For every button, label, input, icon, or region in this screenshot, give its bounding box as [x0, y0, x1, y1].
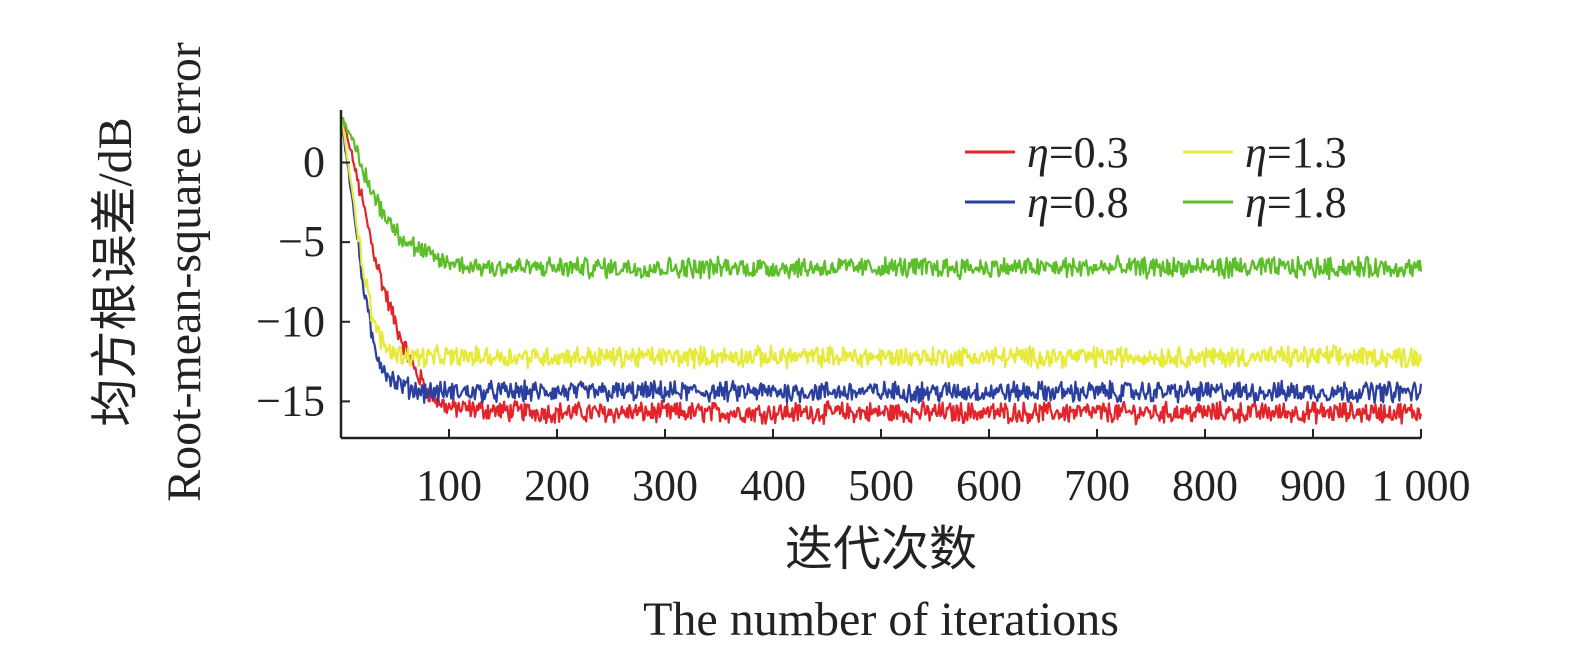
legend-label: η=0.3: [1027, 128, 1129, 177]
x-tick-label: 300: [632, 461, 698, 510]
x-tick-group: 100 200 300 400 500 600 700 800 900 1 000: [416, 429, 1471, 510]
y-tick-label: 0: [303, 138, 325, 187]
y-tick-group: 0 −5 −10 −15: [256, 138, 350, 425]
x-tick-label: 900: [1280, 461, 1346, 510]
legend-label: η=0.8: [1027, 178, 1129, 227]
x-tick-label: 100: [416, 461, 482, 510]
y-axis-title-cn: 均方根误差/dB: [89, 117, 142, 426]
x-axis-title: The number of iterations: [643, 593, 1119, 646]
x-tick-label: 500: [848, 461, 914, 510]
y-axis-title: Root-mean-square error: [158, 42, 211, 502]
series-line-1: [341, 124, 1423, 405]
series-line-2: [341, 118, 1423, 370]
y-tick-label: −15: [256, 376, 325, 425]
legend: η=0.3η=0.8 η=1.3η=1.8: [965, 128, 1347, 227]
legend-label: η=1.8: [1245, 178, 1347, 227]
x-tick-label: 200: [524, 461, 590, 510]
x-tick-label: 700: [1064, 461, 1130, 510]
series-layer: [341, 116, 1423, 426]
x-tick-label: 1 000: [1372, 461, 1471, 510]
legend-label: η=1.3: [1245, 128, 1347, 177]
series-line-3: [341, 116, 1423, 281]
x-axis-title-cn: 迭代次数: [785, 523, 977, 576]
y-tick-label: −10: [256, 297, 325, 346]
series-line-0: [341, 117, 1423, 426]
x-tick-label: 800: [1172, 461, 1238, 510]
x-tick-label: 400: [740, 461, 806, 510]
x-tick-label: 600: [956, 461, 1022, 510]
y-tick-label: −5: [278, 217, 325, 266]
